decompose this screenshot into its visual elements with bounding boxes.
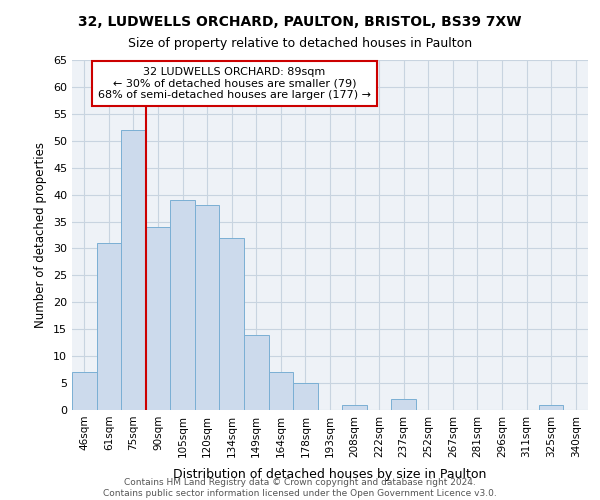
Bar [72,372,97,410]
Bar [342,404,367,410]
Bar [220,238,244,410]
Y-axis label: Number of detached properties: Number of detached properties [34,142,47,328]
Bar [293,383,318,410]
Bar [244,334,269,410]
Text: Contains HM Land Registry data © Crown copyright and database right 2024.
Contai: Contains HM Land Registry data © Crown c… [103,478,497,498]
Text: 32, LUDWELLS ORCHARD, PAULTON, BRISTOL, BS39 7XW: 32, LUDWELLS ORCHARD, PAULTON, BRISTOL, … [78,15,522,29]
Text: Size of property relative to detached houses in Paulton: Size of property relative to detached ho… [128,38,472,51]
Text: 32 LUDWELLS ORCHARD: 89sqm
← 30% of detached houses are smaller (79)
68% of semi: 32 LUDWELLS ORCHARD: 89sqm ← 30% of deta… [98,67,371,100]
Bar [170,200,195,410]
Bar [269,372,293,410]
Bar [121,130,146,410]
Bar [539,404,563,410]
Bar [195,206,220,410]
Bar [391,399,416,410]
Bar [146,227,170,410]
Bar [97,243,121,410]
X-axis label: Distribution of detached houses by size in Paulton: Distribution of detached houses by size … [173,468,487,481]
